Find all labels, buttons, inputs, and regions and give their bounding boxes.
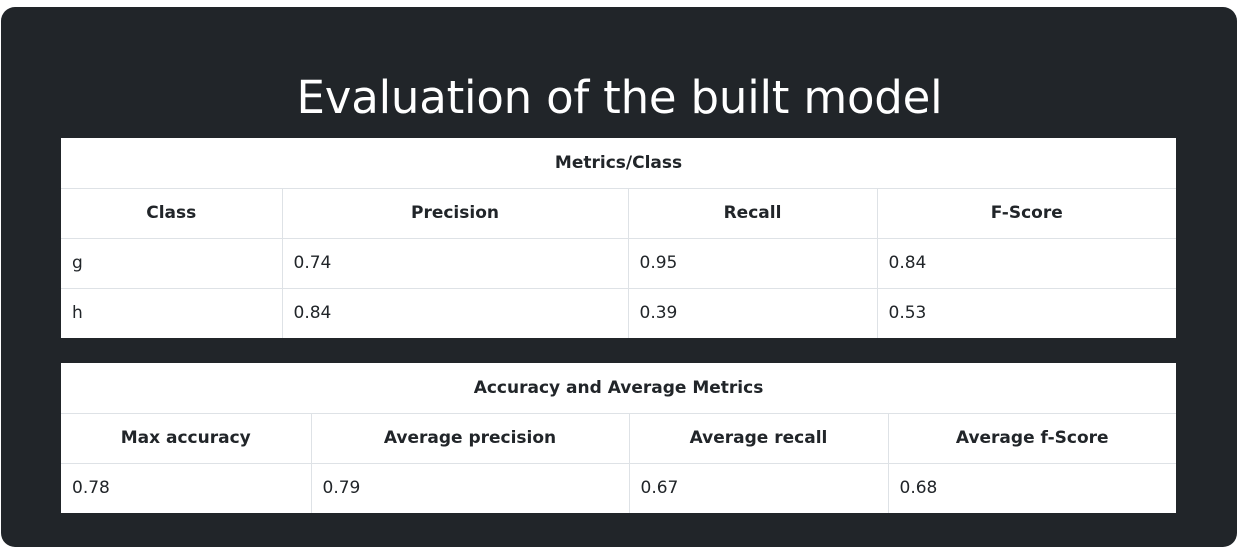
column-header-precision: Precision xyxy=(281,187,628,238)
column-header-average-f-score: Average f-Score xyxy=(887,412,1176,463)
column-header-f-score: F-Score xyxy=(876,187,1177,238)
max-accuracy-cell: 0.78 xyxy=(61,462,311,513)
f-score-cell: 0.84 xyxy=(876,237,1177,288)
table-header-row: Max accuracy Average precision Average r… xyxy=(61,412,1176,463)
class-cell: h xyxy=(61,287,282,338)
table-row: g 0.74 0.95 0.84 xyxy=(61,237,1177,288)
average-precision-cell: 0.79 xyxy=(310,462,629,513)
table-row: 0.78 0.79 0.67 0.68 xyxy=(61,462,1176,513)
metrics-per-class-table: Metrics/Class Class Precision Recall F-S… xyxy=(61,138,1177,338)
class-cell: g xyxy=(61,237,282,288)
f-score-cell: 0.53 xyxy=(876,287,1177,338)
recall-cell: 0.95 xyxy=(627,237,877,288)
average-f-score-cell: 0.68 xyxy=(887,462,1176,513)
table-caption-row: Accuracy and Average Metrics xyxy=(61,363,1176,413)
column-header-class: Class xyxy=(61,187,282,238)
average-recall-cell: 0.67 xyxy=(628,462,888,513)
column-header-average-recall: Average recall xyxy=(628,412,888,463)
column-header-average-precision: Average precision xyxy=(310,412,629,463)
table-caption-row: Metrics/Class xyxy=(61,138,1176,188)
precision-cell: 0.84 xyxy=(281,287,628,338)
page-title: Evaluation of the built model xyxy=(296,71,943,124)
recall-cell: 0.39 xyxy=(627,287,877,338)
table-caption: Metrics/Class xyxy=(554,152,683,173)
table-caption: Accuracy and Average Metrics xyxy=(473,377,764,398)
column-header-recall: Recall xyxy=(627,187,877,238)
average-metrics-table: Accuracy and Average Metrics Max accurac… xyxy=(61,363,1176,513)
table-header-row: Class Precision Recall F-Score xyxy=(61,187,1177,238)
precision-cell: 0.74 xyxy=(281,237,628,288)
column-header-max-accuracy: Max accuracy xyxy=(61,412,311,463)
table-row: h 0.84 0.39 0.53 xyxy=(61,287,1177,338)
